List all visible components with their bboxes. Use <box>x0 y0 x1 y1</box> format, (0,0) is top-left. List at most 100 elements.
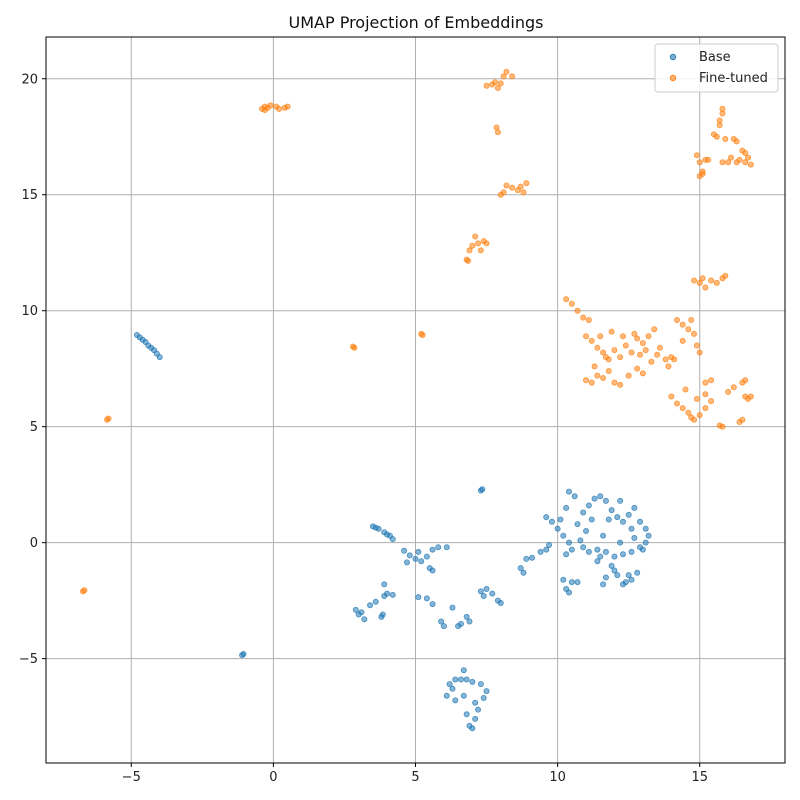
y-tick-label: 20 <box>21 72 38 87</box>
data-point <box>585 502 592 509</box>
data-point <box>466 618 473 625</box>
data-point <box>617 497 624 504</box>
data-point <box>597 493 604 500</box>
data-point <box>520 569 527 576</box>
data-point <box>492 79 499 86</box>
data-point <box>466 247 473 254</box>
data-point <box>523 180 530 187</box>
data-point <box>543 514 550 521</box>
data-point <box>594 344 601 351</box>
data-point <box>702 379 709 386</box>
data-point <box>500 189 507 196</box>
data-point <box>503 68 510 75</box>
data-point <box>465 257 472 264</box>
data-point <box>469 678 476 685</box>
y-tick-label: 5 <box>30 420 38 435</box>
data-point <box>631 535 638 542</box>
data-point <box>105 415 112 422</box>
data-point <box>565 589 572 596</box>
data-point <box>352 606 359 613</box>
data-point <box>497 80 504 87</box>
data-point <box>503 182 510 189</box>
data-point <box>628 349 635 356</box>
data-point <box>477 247 484 254</box>
data-point <box>708 277 715 284</box>
data-point <box>619 551 626 558</box>
data-point <box>679 337 686 344</box>
data-point <box>401 547 408 554</box>
data-point <box>688 414 695 421</box>
data-point <box>702 284 709 291</box>
data-point <box>696 349 703 356</box>
data-point <box>284 103 291 110</box>
y-tick-label: 10 <box>21 304 38 319</box>
x-tick-label: 15 <box>691 770 708 785</box>
data-point <box>548 518 555 525</box>
data-point <box>600 374 607 381</box>
legend-marker-base <box>669 53 677 61</box>
data-point <box>565 539 572 546</box>
data-point <box>696 159 703 166</box>
data-point <box>563 504 570 511</box>
data-point <box>685 326 692 333</box>
data-point <box>415 594 422 601</box>
data-point <box>546 541 553 548</box>
data-point <box>602 497 609 504</box>
data-point <box>472 699 479 706</box>
data-point <box>455 623 462 630</box>
data-point <box>631 330 638 337</box>
data-point <box>594 558 601 565</box>
data-point <box>443 692 450 699</box>
y-tick-label: 15 <box>21 188 38 203</box>
data-point <box>419 332 426 339</box>
data-point <box>611 553 618 560</box>
data-point <box>597 553 604 560</box>
data-point <box>577 537 584 544</box>
data-point <box>261 103 268 110</box>
data-point <box>523 555 530 562</box>
data-point <box>543 546 550 553</box>
data-point <box>517 183 524 190</box>
data-point <box>654 351 661 358</box>
data-point <box>389 591 396 598</box>
chart-title: UMAP Projection of Embeddings <box>289 13 544 32</box>
data-point <box>480 695 487 702</box>
data-point <box>685 409 692 416</box>
data-point <box>472 715 479 722</box>
data-point <box>628 576 635 583</box>
data-point <box>568 579 575 586</box>
data-point <box>673 316 680 323</box>
data-point <box>708 377 715 384</box>
legend: Base Fine-tuned <box>654 43 779 93</box>
data-points <box>79 68 754 732</box>
data-point <box>574 307 581 314</box>
data-point <box>367 602 374 609</box>
data-point <box>602 574 609 581</box>
data-point <box>637 518 644 525</box>
data-point <box>517 565 524 572</box>
data-point <box>574 521 581 528</box>
data-point <box>733 159 740 166</box>
data-point <box>722 272 729 279</box>
data-point <box>588 337 595 344</box>
data-point <box>537 548 544 555</box>
data-point <box>619 581 626 588</box>
data-point <box>594 372 601 379</box>
data-point <box>381 581 388 588</box>
data-point <box>403 559 410 566</box>
data-point <box>634 365 641 372</box>
data-point <box>702 405 709 412</box>
data-point <box>463 613 470 620</box>
data-point <box>469 242 476 249</box>
data-point <box>639 546 646 553</box>
data-point <box>642 525 649 532</box>
data-point <box>560 532 567 539</box>
data-point <box>730 384 737 391</box>
data-point <box>668 393 675 400</box>
data-point <box>240 650 247 657</box>
data-point <box>639 370 646 377</box>
data-point <box>449 685 456 692</box>
data-point <box>693 395 700 402</box>
data-point <box>477 588 484 595</box>
